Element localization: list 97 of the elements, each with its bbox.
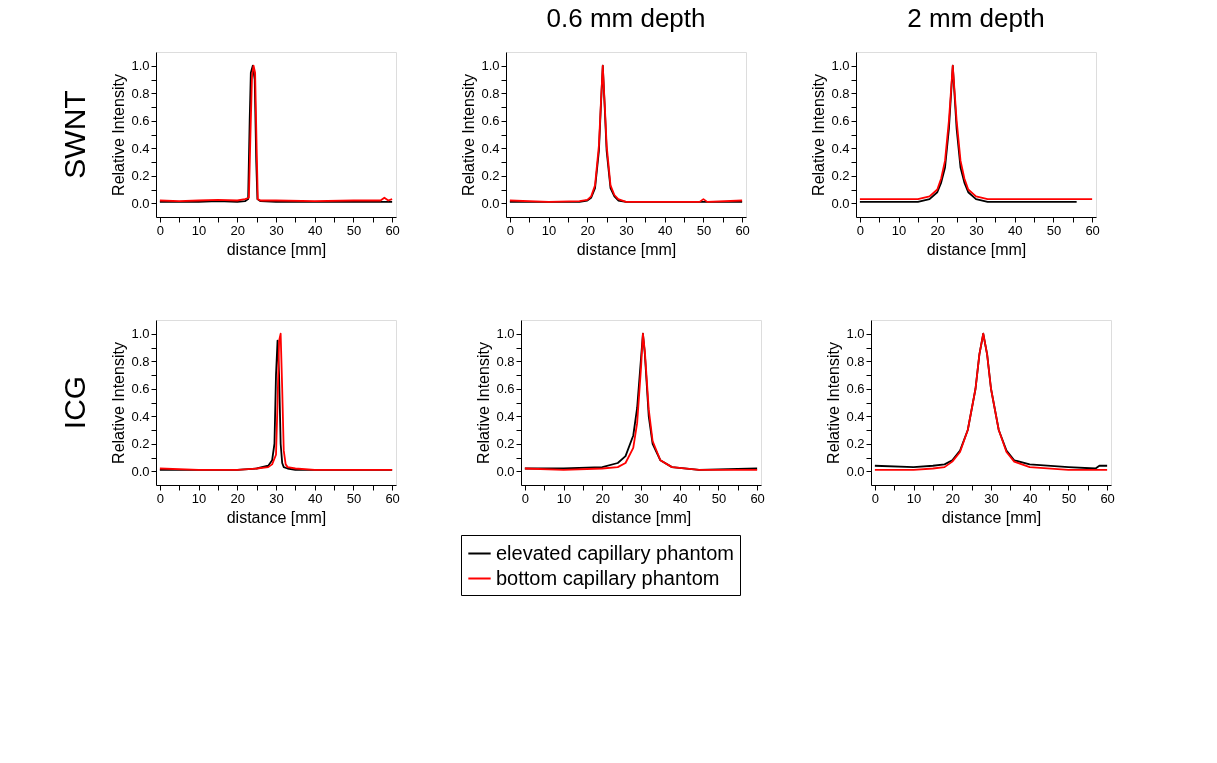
y-axis-title: Relative Intensity [110, 74, 128, 196]
y-tick-label: 1.0 [481, 58, 500, 74]
y-tick-label: 0.4 [481, 140, 500, 156]
legend-label: bottom capillary phantom [496, 566, 720, 589]
y-tick-label: 0.8 [846, 353, 865, 369]
y-tick-label: 0.2 [131, 436, 150, 452]
text: SWNT [58, 90, 91, 179]
y-tick-label: 1.0 [496, 326, 515, 342]
x-tick-label: 20 [930, 222, 946, 238]
x-tick-label: 50 [1046, 222, 1062, 238]
y-tick-label: 1.0 [131, 326, 150, 342]
y-tick-label: 0.8 [481, 85, 500, 101]
x-tick-label: 30 [984, 490, 999, 506]
x-tick-label: 0 [156, 490, 164, 506]
x-tick-label: 40 [307, 490, 323, 506]
x-tick-label: 20 [230, 222, 246, 238]
x-tick-label: 50 [346, 222, 362, 238]
x-tick-label: 60 [1085, 222, 1100, 238]
y-tick-label: 0.2 [496, 436, 515, 452]
x-tick-label: 40 [1022, 490, 1038, 506]
y-tick-label: 0.6 [831, 113, 850, 129]
x-tick-label: 40 [672, 490, 688, 506]
x-tick-label: 20 [580, 222, 596, 238]
y-tick-label: 0.4 [846, 408, 865, 424]
y-tick-label: 0.6 [481, 113, 500, 129]
y-axis-title: Relative Intensity [810, 74, 828, 196]
x-tick-label: 20 [230, 490, 246, 506]
x-tick-label: 10 [191, 490, 207, 506]
y-tick-label: 0.0 [831, 195, 850, 211]
y-tick-label: 1.0 [831, 58, 850, 74]
x-tick-label: 60 [735, 222, 750, 238]
x-tick-label: 60 [750, 490, 765, 506]
y-tick-label: 0.8 [131, 85, 150, 101]
y-tick-label: 0.6 [131, 381, 150, 397]
chart-title: 2 mm depth [907, 3, 1045, 33]
x-tick-label: 60 [385, 222, 400, 238]
y-axis-title: Relative Intensity [825, 342, 843, 464]
y-tick-label: 0.6 [846, 381, 865, 397]
y-tick-label: 0.2 [481, 168, 500, 184]
x-tick-label: 0 [156, 222, 164, 238]
y-tick-label: 1.0 [846, 326, 865, 342]
x-tick-label: 50 [711, 490, 727, 506]
x-tick-label: 0 [521, 490, 529, 506]
x-axis-title: distance [mm] [226, 508, 327, 526]
x-tick-label: 30 [619, 222, 634, 238]
x-tick-label: 40 [307, 222, 323, 238]
x-axis-title: distance [mm] [576, 240, 677, 258]
x-tick-label: 30 [269, 490, 284, 506]
x-tick-label: 0 [506, 222, 514, 238]
x-tick-label: 10 [556, 490, 572, 506]
x-tick-label: 30 [634, 490, 649, 506]
y-tick-label: 0.4 [131, 408, 150, 424]
y-tick-label: 0.0 [496, 463, 515, 479]
y-tick-label: 0.6 [131, 113, 150, 129]
y-axis-title: Relative Intensity [475, 342, 493, 464]
chart-title: 0.6 mm depth [546, 3, 706, 33]
x-tick-label: 10 [541, 222, 557, 238]
x-axis-title: distance [mm] [591, 508, 692, 526]
y-tick-label: 0.2 [831, 168, 850, 184]
line-series [523, 332, 759, 471]
y-axis-title: Relative Intensity [460, 74, 478, 196]
y-tick-label: 0.0 [481, 195, 500, 211]
x-tick-label: 30 [969, 222, 984, 238]
x-tick-label: 20 [945, 490, 961, 506]
x-tick-label: 0 [856, 222, 864, 238]
x-tick-label: 10 [191, 222, 207, 238]
y-tick-label: 0.8 [496, 353, 515, 369]
y-tick-label: 0.0 [131, 463, 150, 479]
y-axis-title: Relative Intensity [110, 342, 128, 464]
y-tick-label: 0.4 [831, 140, 850, 156]
x-tick-label: 10 [891, 222, 907, 238]
x-tick-label: 60 [385, 490, 400, 506]
y-tick-label: 0.4 [131, 140, 150, 156]
y-tick-label: 0.6 [496, 381, 515, 397]
y-tick-label: 0.2 [131, 168, 150, 184]
x-axis-title: distance [mm] [926, 240, 1027, 258]
y-tick-label: 0.8 [831, 85, 850, 101]
x-axis-title: distance [mm] [941, 508, 1042, 526]
legend-label: elevated capillary phantom [496, 541, 734, 564]
text: ICG [58, 375, 91, 430]
x-tick-label: 50 [696, 222, 712, 238]
y-tick-label: 0.0 [131, 195, 150, 211]
y-tick-label: 1.0 [131, 58, 150, 74]
x-axis-title: distance [mm] [226, 240, 327, 258]
x-tick-label: 40 [1007, 222, 1023, 238]
x-tick-label: 50 [1061, 490, 1077, 506]
x-tick-label: 0 [871, 490, 879, 506]
x-tick-label: 30 [269, 222, 284, 238]
x-tick-label: 50 [346, 490, 362, 506]
x-tick-label: 40 [657, 222, 673, 238]
y-tick-label: 0.4 [496, 408, 515, 424]
y-tick-label: 0.0 [846, 463, 865, 479]
y-tick-label: 0.8 [131, 353, 150, 369]
x-tick-label: 10 [906, 490, 922, 506]
y-tick-label: 0.2 [846, 436, 865, 452]
x-tick-label: 20 [595, 490, 611, 506]
x-tick-label: 60 [1100, 490, 1115, 506]
